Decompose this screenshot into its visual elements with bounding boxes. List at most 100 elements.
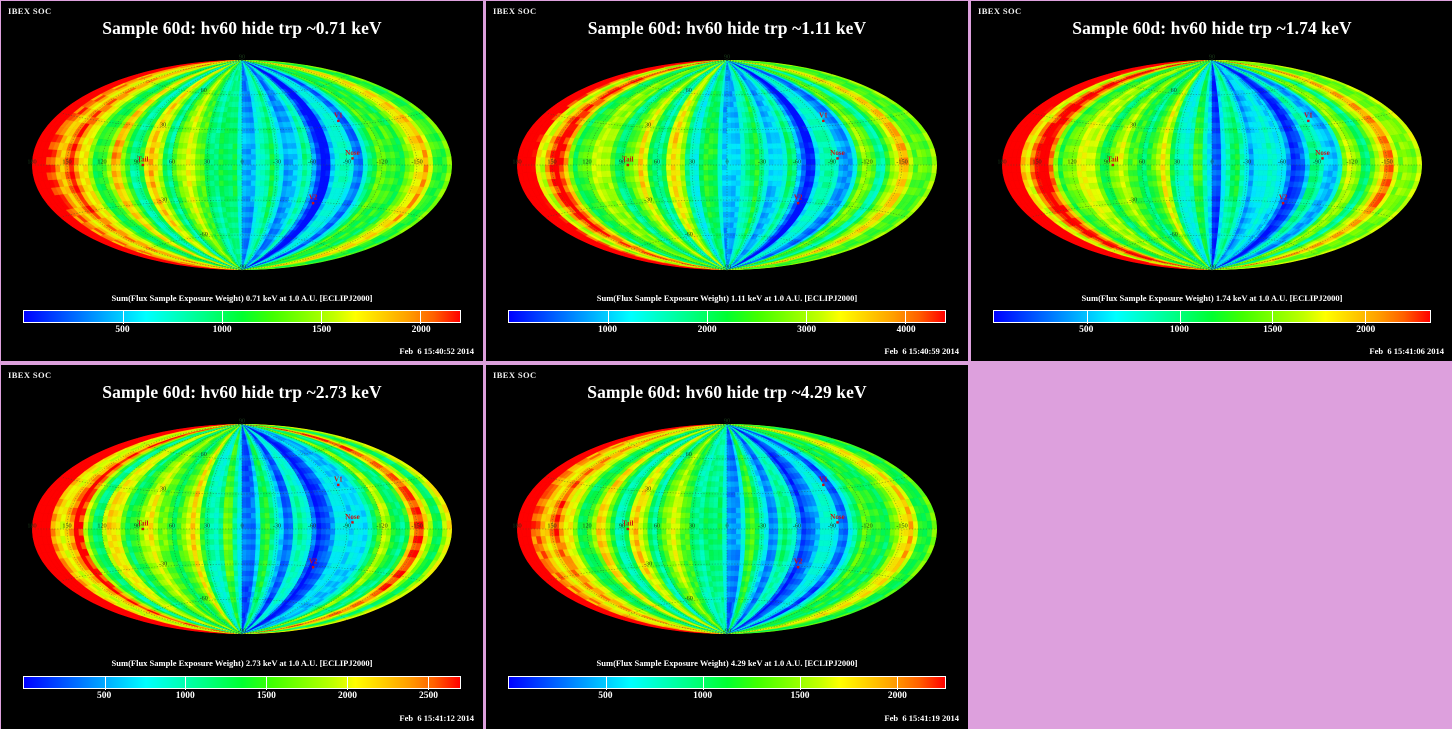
marker-label-v1: V1 [1304,111,1313,119]
sky-pixel-layer [517,60,937,270]
longitude-tick-label: -60 [308,523,316,530]
colorbar-tick-mark [185,677,187,690]
colorbar-tick-mark [104,677,106,690]
colorbar-label: Sum(Flux Sample Exposure Weight) 1.11 ke… [596,293,858,303]
colorbar-tick-mark [266,677,268,690]
marker-label-tail: Tail [622,520,633,528]
panel-title: Sample 60d: hv60 hide trp ~4.29 keV [587,382,867,402]
timestamp: Feb 6 15:41:12 2014 [399,713,474,723]
panel-0[interactable]: IBEX SOC Sample 60d: hv60 hide trp ~0.71… [1,1,483,361]
longitude-tick-label: 180 [27,159,36,166]
colorbar-tick-mark [1272,311,1274,324]
latitude-labels: 90 60 30 -30 -60 -90 [644,418,731,635]
marker-label-tail: Tail [1107,156,1118,164]
colorbar-tick-label: 1000 [693,691,713,701]
longitude-tick-label: 30 [204,523,210,530]
longitude-tick-label: 30 [1174,159,1180,166]
latitude-labels: 90 60 30 -30 -60 -90 [159,418,246,635]
longitude-tick-label: 0 [1210,159,1213,166]
latitude-tick-label: 30 [645,122,651,129]
longitude-tick-label: 180 [27,523,36,530]
colorbar-tick-mark [896,677,898,690]
colorbar-tick-label: 500 [598,691,613,701]
allsky-map[interactable]: 60 30 0 -30 -60 -90 -120 -150 180 150 120 90 90 60 30 -… [1,38,483,288]
longitude-tick-label: 30 [689,159,695,166]
marker-dot-v2 [796,202,800,205]
allsky-map[interactable]: 60 30 0 -30 -60 -90 -120 -150 180 150 120 90 90 60 30 -… [486,38,968,288]
colorbar-tick-label: 1500 [312,325,332,335]
latitude-tick-label: -60 [1170,231,1178,238]
longitude-tick-label: 90 [619,159,625,166]
aitoff-projection-svg: 60 30 0 -30 -60 -90 -120 -150 180 150 120 90 90 60 30 -… [512,418,937,635]
marker-label-nose: Nose [1315,149,1329,157]
latitude-tick-label: -90 [1208,264,1216,271]
latitude-tick-label: -30 [644,560,652,567]
longitude-tick-label: -120 [861,159,872,166]
longitude-tick-label: 90 [134,523,140,530]
panel-title: Sample 60d: hv60 hide trp ~0.71 keV [102,18,382,38]
longitude-tick-label: -150 [896,159,907,166]
colorbar-tick-mark [346,677,348,690]
latitude-tick-label: -90 [723,628,731,635]
colorbar [508,310,946,324]
graticule [517,59,937,271]
panel-3[interactable]: IBEX SOC Sample 60d: hv60 hide trp ~2.73… [1,365,483,729]
colorbar-tick-label: 1000 [212,325,232,335]
timestamp: Feb 6 15:40:52 2014 [399,346,474,356]
colorbar-tick-label: 500 [115,325,130,335]
colorbar [993,310,1431,324]
colorbar-tick-mark [1086,311,1088,324]
allsky-map[interactable]: 60 30 0 -30 -60 -90 -120 -150 180 150 120 90 90 60 30 -… [971,38,1452,288]
colorbar-tick-mark [799,677,801,690]
sky-pixel-layer [517,424,937,634]
sky-pixel-layer [1002,60,1422,270]
longitude-tick-label: 60 [654,159,660,166]
marker-label-v1: V1 [334,111,343,119]
colorbar-tick-label: 2000 [1356,325,1376,335]
marker-label-tail: Tail [137,520,148,528]
colorbar [508,676,946,690]
colorbar-label: Sum(Flux Sample Exposure Weight) 1.74 ke… [1081,293,1343,303]
longitude-tick-label: 120 [97,159,106,166]
colorbar-tick-label: 2000 [887,691,907,701]
latitude-labels: 90 60 30 -30 -60 -90 [644,54,731,271]
panel-1[interactable]: IBEX SOC Sample 60d: hv60 hide trp ~1.11… [486,1,968,361]
latitude-tick-label: -60 [685,231,693,238]
latitude-tick-label: -30 [159,560,167,567]
marker-label-v2: V2 [1279,194,1288,202]
longitude-tick-label: -30 [273,159,281,166]
longitude-tick-label: -150 [411,523,422,530]
longitude-tick-label: -90 [828,523,836,530]
longitude-tick-label: -60 [793,159,801,166]
panel-2[interactable]: IBEX SOC Sample 60d: hv60 hide trp ~1.74… [971,1,1452,361]
panel-4[interactable]: IBEX SOC Sample 60d: hv60 hide trp ~4.29… [486,365,968,729]
longitude-tick-label: -30 [758,523,766,530]
longitude-labels: 60 30 0 -30 -60 -90 -120 -150 180 150 120 90 [997,159,1392,166]
sky-markers: V1 Nose V2 Tail [1107,111,1330,205]
allsky-map[interactable]: 60 30 0 -30 -60 -90 -120 -150 180 150 120 90 90 60 30 -… [1,402,483,652]
longitude-tick-label: -120 [1346,159,1357,166]
colorbar-tick-mark [123,311,125,324]
longitude-tick-label: -120 [376,159,387,166]
longitude-tick-label: -90 [828,159,836,166]
allsky-map[interactable]: 60 30 0 -30 -60 -90 -120 -150 180 150 120 90 90 60 30 -… [486,402,968,652]
colorbar-tick-mark [1179,311,1181,324]
sky-markers: V1 Nose V2 Tail [137,475,360,569]
longitude-tick-label: 180 [512,159,521,166]
longitude-tick-label: 90 [1104,159,1110,166]
marker-dot-tail [141,163,144,167]
latitude-tick-label: 30 [645,486,651,493]
marker-label-nose: Nose [830,513,844,521]
latitude-tick-label: -30 [159,196,167,203]
marker-dot-v1 [337,483,340,487]
marker-dot-nose [1321,157,1324,160]
colorbar-tick-mark [222,311,224,324]
colorbar-tick-mark [420,311,422,324]
ibex-soc-label: IBEX SOC [8,6,52,16]
marker-label-nose: Nose [345,513,359,521]
colorbar-tick-label: 1500 [1263,325,1283,335]
longitude-tick-label: -150 [1381,159,1392,166]
longitude-labels: 60 30 0 -30 -60 -90 -120 -150 180 150 120 90 [512,523,907,530]
colorbar [23,676,461,690]
